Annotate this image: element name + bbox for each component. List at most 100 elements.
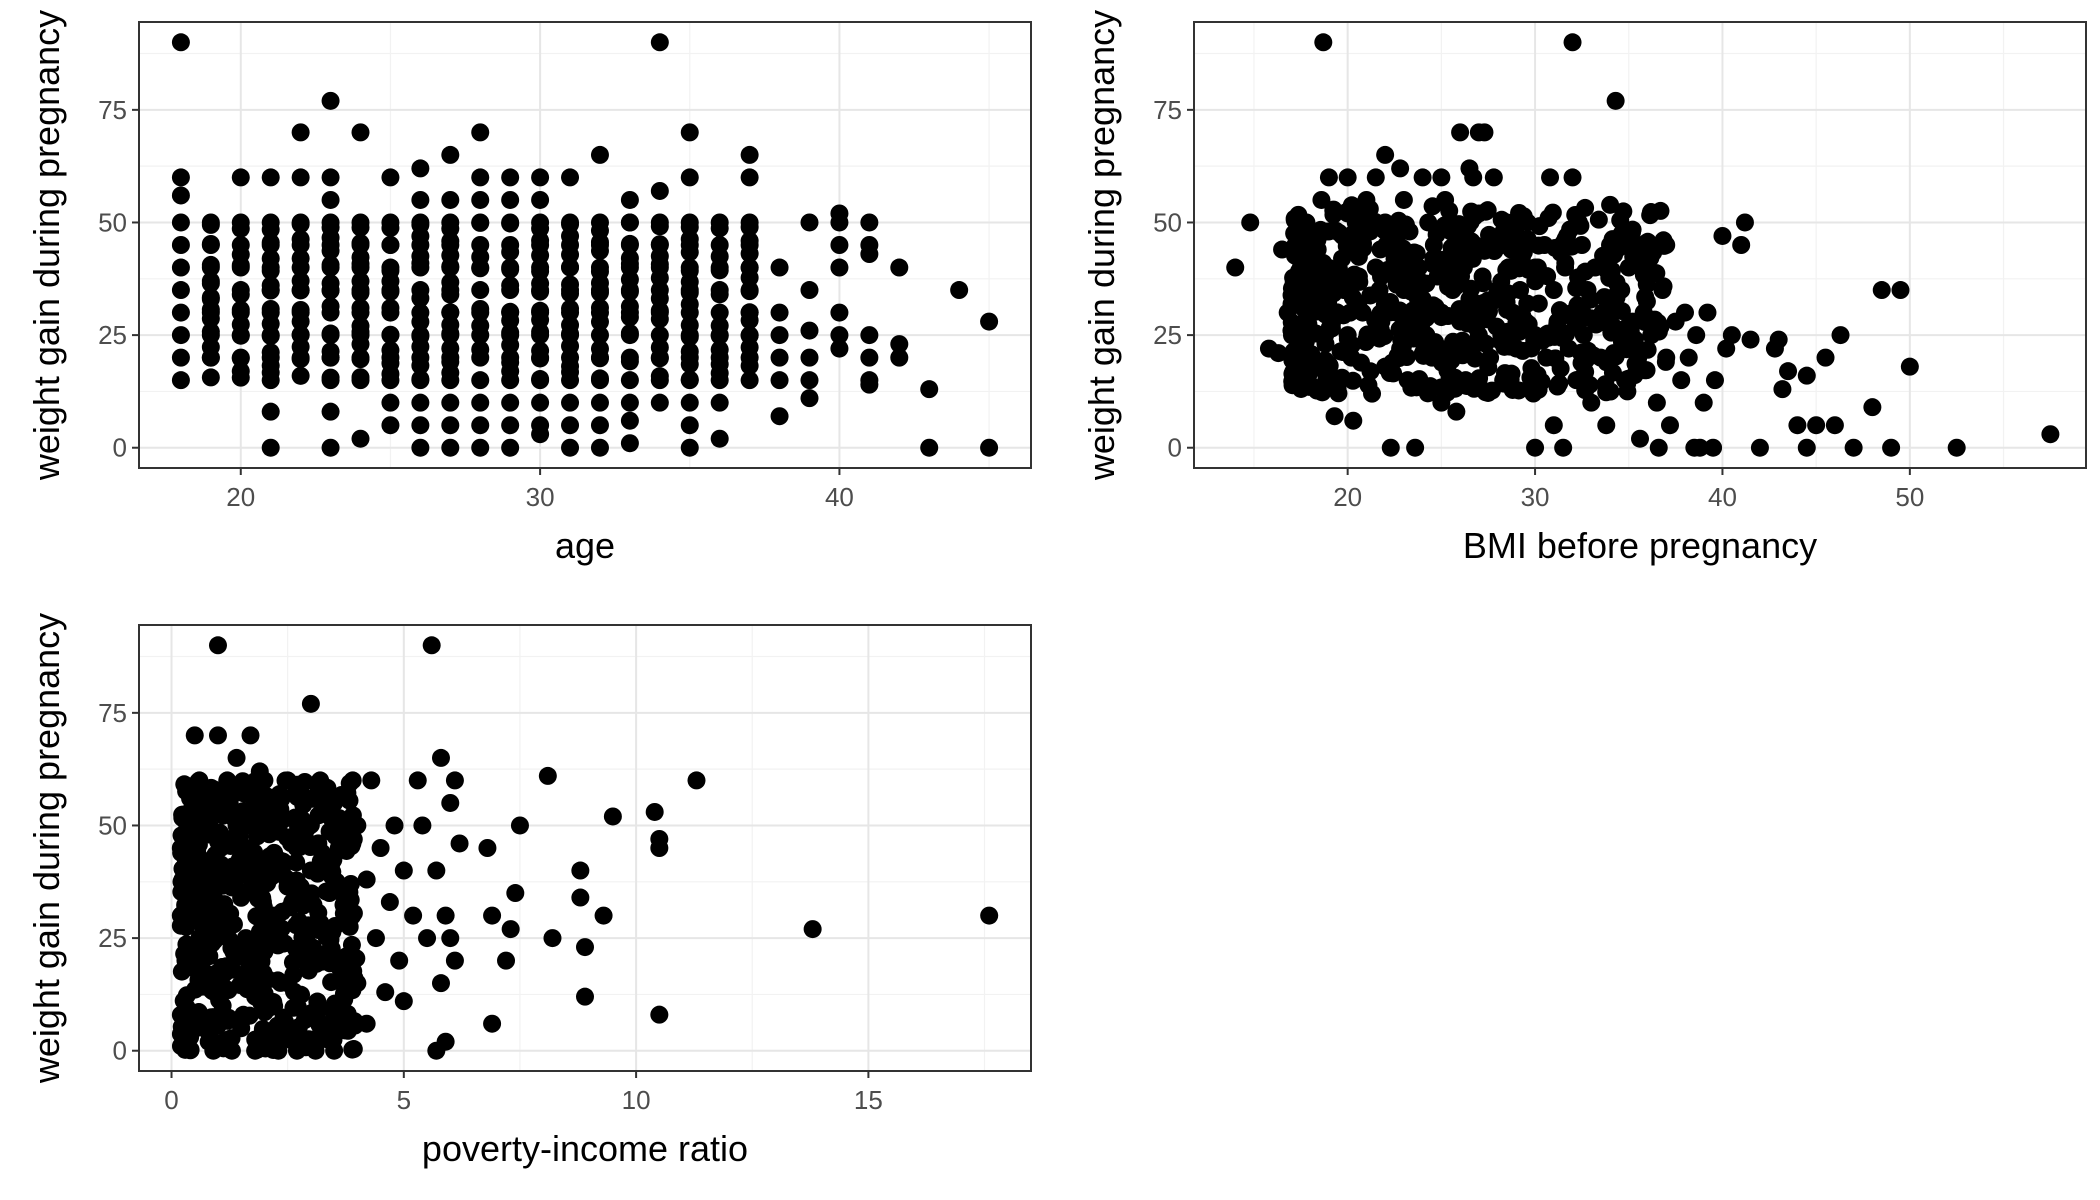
data-point bbox=[860, 326, 879, 345]
data-point bbox=[1325, 407, 1344, 426]
data-point bbox=[650, 338, 669, 357]
data-point bbox=[650, 289, 669, 308]
data-point bbox=[680, 316, 699, 335]
data-point bbox=[1713, 226, 1732, 245]
data-point bbox=[561, 258, 580, 277]
data-point bbox=[337, 841, 356, 860]
axis-ticks: 20 30 40 50 0 25 50 75 bbox=[1153, 95, 1924, 512]
data-points bbox=[171, 636, 999, 1060]
data-point bbox=[209, 874, 228, 893]
y-tick-label: 25 bbox=[98, 923, 127, 953]
data-point bbox=[441, 246, 460, 265]
data-point bbox=[1704, 438, 1723, 457]
data-point bbox=[1844, 438, 1863, 457]
data-point bbox=[1305, 378, 1324, 397]
data-point bbox=[261, 438, 280, 457]
data-point bbox=[1672, 371, 1691, 390]
data-point bbox=[261, 402, 280, 421]
data-point bbox=[620, 324, 639, 343]
data-point bbox=[920, 380, 939, 399]
panel-border bbox=[1193, 21, 2087, 469]
data-point bbox=[351, 368, 370, 387]
data-point bbox=[471, 340, 490, 359]
data-point bbox=[171, 371, 190, 390]
data-point bbox=[471, 247, 490, 266]
data-point bbox=[740, 326, 759, 345]
data-point bbox=[208, 636, 227, 655]
data-point bbox=[1487, 317, 1506, 336]
data-point bbox=[254, 898, 273, 917]
data-point bbox=[650, 217, 669, 236]
data-point bbox=[1773, 380, 1792, 399]
data-point bbox=[287, 871, 306, 890]
data-point bbox=[680, 370, 699, 389]
data-point bbox=[800, 371, 819, 390]
data-point bbox=[201, 274, 220, 293]
data-point bbox=[222, 1029, 241, 1048]
y-tick-label: 50 bbox=[98, 207, 127, 237]
data-point bbox=[177, 986, 196, 1005]
y-tick-label: 25 bbox=[98, 320, 127, 350]
y-axis-title: weight gain during pregnancy bbox=[26, 10, 67, 481]
data-point bbox=[1631, 429, 1649, 448]
data-point bbox=[321, 402, 340, 421]
data-point bbox=[501, 260, 520, 279]
data-point bbox=[381, 354, 400, 373]
data-point bbox=[1476, 202, 1495, 221]
data-point bbox=[980, 312, 999, 331]
data-point bbox=[1462, 202, 1481, 221]
data-point bbox=[254, 964, 273, 983]
data-point bbox=[576, 987, 594, 1006]
data-point bbox=[1606, 347, 1625, 366]
data-point bbox=[302, 884, 321, 903]
data-point bbox=[291, 271, 310, 290]
x-axis-title: age bbox=[555, 525, 615, 566]
data-point bbox=[441, 232, 460, 251]
data-point bbox=[1462, 279, 1481, 298]
data-point bbox=[1497, 293, 1516, 312]
data-point bbox=[501, 438, 520, 457]
data-point bbox=[222, 781, 241, 800]
data-point bbox=[1797, 438, 1816, 457]
data-point bbox=[740, 244, 759, 263]
data-point bbox=[341, 890, 360, 909]
data-point bbox=[411, 159, 430, 178]
data-point bbox=[1546, 349, 1565, 368]
data-point bbox=[770, 407, 789, 426]
data-point bbox=[234, 1005, 253, 1024]
data-point bbox=[411, 369, 430, 388]
data-point bbox=[590, 369, 609, 388]
data-point bbox=[1351, 237, 1370, 256]
data-point bbox=[275, 934, 294, 953]
data-point bbox=[287, 853, 306, 872]
x-tick-label: 0 bbox=[164, 1085, 178, 1115]
data-point bbox=[1601, 195, 1620, 214]
y-tick-label: 25 bbox=[1153, 320, 1182, 350]
data-point bbox=[740, 356, 759, 375]
data-point bbox=[501, 353, 520, 372]
data-point bbox=[800, 348, 819, 367]
data-point bbox=[1376, 292, 1395, 311]
data-point bbox=[740, 371, 759, 390]
data-point bbox=[241, 726, 260, 745]
data-point bbox=[1394, 190, 1413, 209]
data-point bbox=[710, 303, 729, 322]
data-point bbox=[571, 861, 590, 880]
data-point bbox=[1381, 438, 1400, 457]
data-point bbox=[171, 326, 190, 345]
data-point bbox=[1687, 326, 1706, 345]
data-point bbox=[650, 1005, 669, 1024]
data-point bbox=[531, 425, 550, 444]
data-point bbox=[248, 867, 267, 886]
data-point bbox=[680, 123, 699, 142]
data-point bbox=[1384, 364, 1403, 383]
data-point bbox=[531, 393, 550, 412]
data-point bbox=[322, 854, 341, 873]
data-point bbox=[1402, 261, 1421, 280]
data-point bbox=[1371, 240, 1390, 259]
data-point bbox=[1788, 416, 1807, 435]
data-point bbox=[291, 366, 310, 385]
data-point bbox=[321, 168, 340, 187]
data-point bbox=[1451, 123, 1470, 142]
data-point bbox=[261, 356, 280, 375]
